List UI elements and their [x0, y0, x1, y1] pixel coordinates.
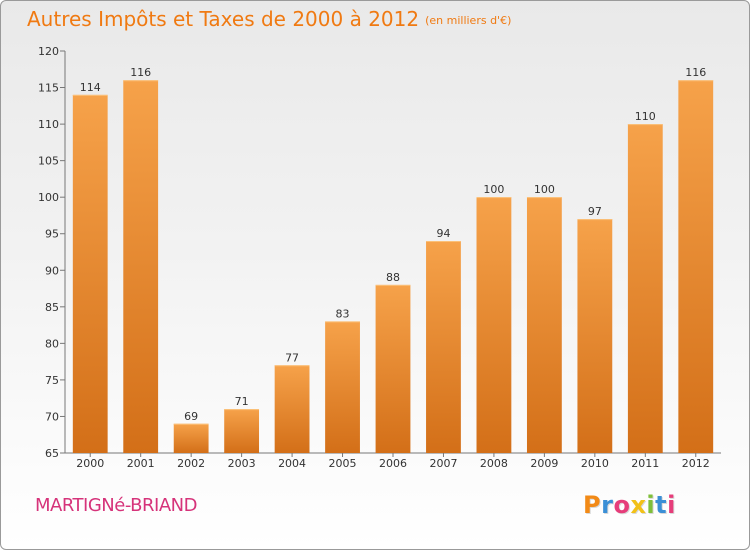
data-label: 114 — [80, 81, 101, 94]
data-label: 77 — [285, 351, 299, 364]
data-label: 97 — [588, 205, 602, 218]
data-label: 94 — [436, 227, 450, 240]
x-tick-label: 2012 — [682, 457, 710, 470]
x-tick-label: 2000 — [76, 457, 104, 470]
data-label: 88 — [386, 271, 400, 284]
data-label: 116 — [130, 66, 151, 79]
x-tick-label: 2005 — [329, 457, 357, 470]
bar — [577, 219, 613, 453]
x-tick-label: 2003 — [228, 457, 256, 470]
bar — [274, 365, 310, 453]
x-tick-label: 2011 — [631, 457, 659, 470]
bar — [627, 124, 663, 453]
y-tick-label: 65 — [45, 447, 59, 460]
chart-subtitle: (en milliers d'€) — [425, 14, 512, 27]
bar — [72, 94, 108, 453]
y-tick-label: 95 — [45, 228, 59, 241]
commune-name: MARTIGNé-BRIAND — [35, 495, 198, 516]
y-tick-label: 90 — [45, 264, 59, 277]
x-tick-label: 2002 — [177, 457, 205, 470]
x-tick-label: 2010 — [581, 457, 609, 470]
x-tick-label: 2008 — [480, 457, 508, 470]
y-tick-label: 100 — [38, 191, 59, 204]
y-tick-label: 110 — [38, 118, 59, 131]
x-tick-label: 2001 — [127, 457, 155, 470]
logo-letter: i — [646, 491, 656, 519]
bar — [526, 197, 562, 453]
proxiti-logo: Proxiti — [583, 491, 676, 519]
logo-letter: r — [601, 491, 614, 519]
y-tick-label: 115 — [38, 82, 59, 95]
chart-title: Autres Impôts et Taxes de 2000 à 2012 (en… — [27, 7, 511, 31]
bar — [325, 321, 360, 453]
data-label: 100 — [534, 183, 555, 196]
data-label: 116 — [685, 66, 706, 79]
data-label: 110 — [635, 110, 656, 123]
data-label: 83 — [336, 307, 350, 320]
chart-title-text: Autres Impôts et Taxes de 2000 à 2012 — [27, 7, 420, 31]
y-tick-label: 70 — [45, 410, 59, 423]
bar — [173, 423, 209, 453]
logo-letter: t — [655, 491, 668, 519]
bar — [476, 197, 512, 453]
y-tick-label: 85 — [45, 301, 59, 314]
y-tick-label: 75 — [45, 374, 59, 387]
data-label: 100 — [483, 183, 504, 196]
logo-letter: o — [613, 491, 631, 519]
y-tick-label: 120 — [38, 45, 59, 58]
x-tick-label: 2009 — [530, 457, 558, 470]
x-tick-label: 2006 — [379, 457, 407, 470]
data-label: 71 — [235, 395, 249, 408]
logo-letter: i — [667, 491, 676, 519]
bar — [426, 241, 461, 453]
bar — [123, 80, 159, 454]
x-tick-label: 2004 — [278, 457, 306, 470]
logo-letter: x — [630, 491, 647, 519]
bar — [678, 80, 714, 454]
bar — [224, 409, 260, 453]
bar — [375, 284, 411, 453]
y-tick-label: 80 — [45, 337, 59, 350]
x-tick-label: 2007 — [429, 457, 457, 470]
y-tick-label: 105 — [38, 155, 59, 168]
data-label: 69 — [184, 410, 198, 423]
logo-letter: P — [583, 491, 602, 519]
